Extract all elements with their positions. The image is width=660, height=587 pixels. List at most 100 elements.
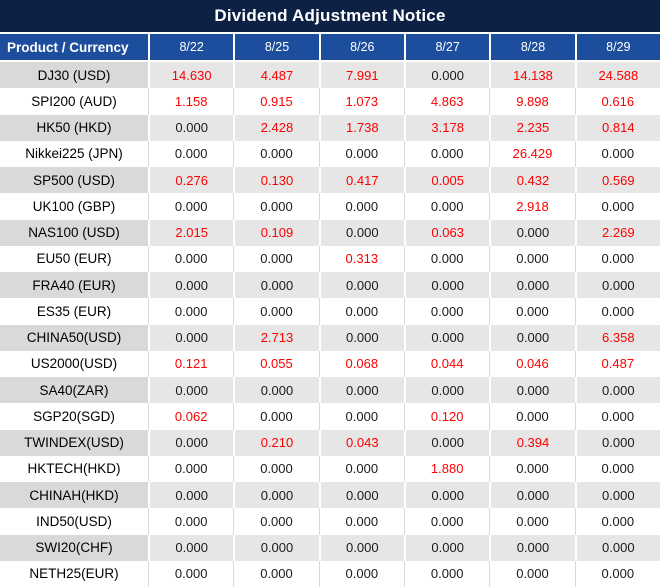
dividend-value-cell: 0.000 xyxy=(148,508,234,535)
dividend-value-cell: 0.000 xyxy=(489,377,575,404)
dividend-value-cell: 0.000 xyxy=(574,272,660,299)
dividend-value-cell: 0.000 xyxy=(318,298,404,325)
dividend-value-cell: 0.616 xyxy=(574,88,660,115)
dividend-value-cell: 3.178 xyxy=(404,114,490,141)
dividend-value-cell: 0.000 xyxy=(318,534,404,561)
dividend-value-cell: 0.000 xyxy=(404,560,490,587)
table-row: SGP20(SGD) 0.062 0.000 0.000 0.120 0.000 0.000 xyxy=(0,403,660,430)
dividend-value-cell: 0.000 xyxy=(489,534,575,561)
table-body: DJ30 (USD) 14.630 4.487 7.991 0.000 14.138 24.… xyxy=(0,62,660,587)
product-cell: ES35 (EUR) xyxy=(0,298,148,325)
table-row: ES35 (EUR) 0.000 0.000 0.000 0.000 0.000 0.000 xyxy=(0,298,660,325)
dividend-value-cell: 1.880 xyxy=(404,455,490,482)
dividend-value-cell: 0.000 xyxy=(318,508,404,535)
dividend-value-cell: 0.000 xyxy=(404,377,490,404)
dividend-value-cell: 0.276 xyxy=(148,167,234,194)
dividend-value-cell: 2.015 xyxy=(148,219,234,246)
dividend-value-cell: 0.044 xyxy=(404,350,490,377)
date-header-8-28: 8/28 xyxy=(489,34,574,60)
dividend-value-cell: 0.000 xyxy=(233,193,319,220)
dividend-value-cell: 7.991 xyxy=(318,62,404,89)
product-cell: SA40(ZAR) xyxy=(0,377,148,404)
date-header-8-27: 8/27 xyxy=(404,34,489,60)
dividend-value-cell: 0.000 xyxy=(318,377,404,404)
dividend-value-cell: 0.000 xyxy=(404,140,490,167)
dividend-value-cell: 26.429 xyxy=(489,140,575,167)
dividend-value-cell: 0.000 xyxy=(574,560,660,587)
product-cell: IND50(USD) xyxy=(0,508,148,535)
dividend-value-cell: 2.428 xyxy=(233,114,319,141)
dividend-value-cell: 0.000 xyxy=(318,324,404,351)
date-header-8-26: 8/26 xyxy=(318,34,404,60)
dividend-value-cell: 2.918 xyxy=(489,193,575,220)
table-row: NETH25(EUR) 0.000 0.000 0.000 0.000 0.000 0.00… xyxy=(0,560,660,587)
dividend-value-cell: 0.000 xyxy=(318,560,404,587)
dividend-value-cell: 0.000 xyxy=(574,377,660,404)
dividend-value-cell: 0.063 xyxy=(404,219,490,246)
dividend-value-cell: 0.417 xyxy=(318,167,404,194)
product-cell: CHINA50(USD) xyxy=(0,324,148,351)
dividend-value-cell: 0.000 xyxy=(233,298,319,325)
dividend-value-cell: 0.000 xyxy=(404,534,490,561)
dividend-value-cell: 24.588 xyxy=(574,62,660,89)
dividend-value-cell: 0.000 xyxy=(574,298,660,325)
product-cell: DJ30 (USD) xyxy=(0,62,148,89)
dividend-value-cell: 0.000 xyxy=(148,272,234,299)
dividend-value-cell: 0.000 xyxy=(489,560,575,587)
table-row: SWI20(CHF) 0.000 0.000 0.000 0.000 0.000 0.000 xyxy=(0,534,660,561)
dividend-value-cell: 0.000 xyxy=(233,245,319,272)
product-cell: SWI20(CHF) xyxy=(0,534,148,561)
dividend-value-cell: 0.487 xyxy=(574,350,660,377)
table-row: DJ30 (USD) 14.630 4.487 7.991 0.000 14.138 24.… xyxy=(0,62,660,89)
dividend-value-cell: 1.158 xyxy=(148,88,234,115)
dividend-value-cell: 0.000 xyxy=(318,140,404,167)
dividend-value-cell: 0.000 xyxy=(574,482,660,509)
dividend-value-cell: 0.000 xyxy=(404,193,490,220)
table-row: Nikkei225 (JPN) 0.000 0.000 0.000 0.000 26.42… xyxy=(0,140,660,167)
dividend-value-cell: 0.000 xyxy=(489,403,575,430)
table-row: SP500 (USD) 0.276 0.130 0.417 0.005 0.432 0.56… xyxy=(0,167,660,194)
dividend-value-cell: 0.394 xyxy=(489,429,575,456)
dividend-value-cell: 2.713 xyxy=(233,324,319,351)
product-cell: SPI200 (AUD) xyxy=(0,88,148,115)
date-header-8-22: 8/22 xyxy=(148,34,233,60)
table-row: UK100 (GBP) 0.000 0.000 0.000 0.000 2.918 0.00… xyxy=(0,193,660,220)
dividend-value-cell: 0.000 xyxy=(148,324,234,351)
dividend-value-cell: 14.138 xyxy=(489,62,575,89)
dividend-value-cell: 2.235 xyxy=(489,114,575,141)
dividend-value-cell: 0.000 xyxy=(148,560,234,587)
table-row: SPI200 (AUD) 1.158 0.915 1.073 4.863 9.898 0.6… xyxy=(0,88,660,115)
dividend-value-cell: 0.055 xyxy=(233,350,319,377)
product-cell: SGP20(SGD) xyxy=(0,403,148,430)
dividend-value-cell: 0.000 xyxy=(233,140,319,167)
dividend-value-cell: 0.000 xyxy=(148,114,234,141)
dividend-value-cell: 0.000 xyxy=(404,324,490,351)
dividend-value-cell: 0.313 xyxy=(318,245,404,272)
product-currency-header: Product / Currency xyxy=(7,39,129,55)
dividend-value-cell: 1.738 xyxy=(318,114,404,141)
dividend-value-cell: 0.814 xyxy=(574,114,660,141)
dividend-value-cell: 0.000 xyxy=(489,508,575,535)
dividend-value-cell: 0.000 xyxy=(489,324,575,351)
product-cell: EU50 (EUR) xyxy=(0,245,148,272)
table-row: TWINDEX(USD) 0.000 0.210 0.043 0.000 0.394 0.0… xyxy=(0,429,660,456)
table-header-row: Product / Currency 8/22 8/25 8/26 8/27 8… xyxy=(0,34,660,62)
dividend-value-cell: 0.000 xyxy=(148,534,234,561)
product-cell: NETH25(EUR) xyxy=(0,560,148,587)
dividend-value-cell: 0.000 xyxy=(318,272,404,299)
dividend-value-cell: 0.000 xyxy=(233,272,319,299)
dividend-value-cell: 0.000 xyxy=(489,482,575,509)
dividend-value-cell: 0.000 xyxy=(574,534,660,561)
dividend-value-cell: 0.000 xyxy=(404,508,490,535)
table-row: FRA40 (EUR) 0.000 0.000 0.000 0.000 0.000 0.00… xyxy=(0,272,660,299)
dividend-value-cell: 0.000 xyxy=(233,560,319,587)
dividend-value-cell: 0.000 xyxy=(489,219,575,246)
dividend-value-cell: 4.487 xyxy=(233,62,319,89)
table-row: EU50 (EUR) 0.000 0.000 0.313 0.000 0.000 0.000 xyxy=(0,245,660,272)
product-cell: HKTECH(HKD) xyxy=(0,455,148,482)
dividend-value-cell: 0.000 xyxy=(404,298,490,325)
dividend-value-cell: 0.000 xyxy=(574,245,660,272)
dividend-value-cell: 0.000 xyxy=(404,482,490,509)
dividend-value-cell: 0.043 xyxy=(318,429,404,456)
dividend-value-cell: 0.915 xyxy=(233,88,319,115)
